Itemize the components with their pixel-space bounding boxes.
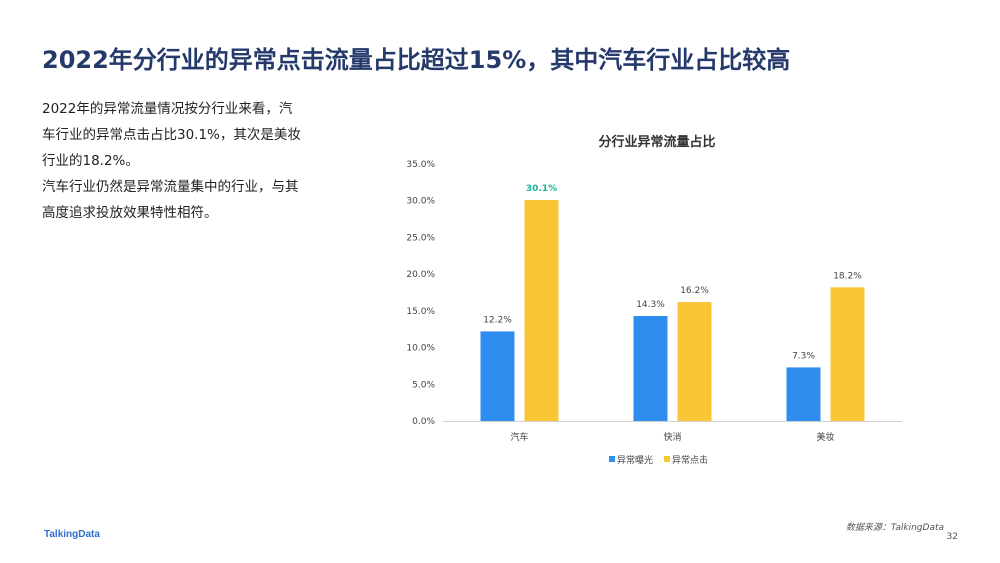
bar-exposure: [480, 331, 515, 421]
y-tick-label: 5.0%: [412, 380, 435, 390]
y-tick-label: 35.0%: [406, 160, 435, 170]
summary-paragraph-1: 2022年的异常流量情况按分行业来看，汽车行业的异常点击占比30.1%，其次是美…: [42, 101, 301, 169]
legend-swatch: [609, 456, 615, 462]
y-tick-label: 10.0%: [406, 344, 435, 354]
y-tick-label: 15.0%: [406, 307, 435, 317]
data-label: 7.3%: [792, 351, 815, 361]
y-tick-label: 0.0%: [412, 417, 435, 427]
bar-exposure: [786, 367, 821, 421]
talkingdata-logo: TalkingData: [44, 529, 100, 540]
bar-click: [524, 199, 559, 421]
legend-swatch: [664, 456, 670, 462]
bar-click: [677, 302, 712, 421]
data-label: 30.1%: [526, 184, 557, 194]
page-title: 2022年分行业的异常点击流量占比超过15%，其中汽车行业占比较高: [42, 46, 791, 74]
bar-exposure: [633, 315, 668, 421]
y-tick-label: 25.0%: [406, 233, 435, 243]
legend-label: 异常点击: [672, 454, 708, 466]
data-label: 14.3%: [636, 300, 665, 310]
y-tick-label: 20.0%: [406, 270, 435, 280]
data-label: 12.2%: [483, 315, 512, 325]
summary-paragraph-2: 汽车行业仍然是异常流量集中的行业，与其高度追求投放效果特性相符。: [42, 179, 299, 221]
x-tick-label: 美妆: [816, 431, 834, 443]
data-label: 18.2%: [833, 271, 862, 281]
data-source: 数据来源：TalkingData: [845, 523, 944, 533]
x-tick-label: 汽车: [510, 431, 528, 443]
legend-label: 异常曝光: [617, 454, 653, 466]
page-number: 32: [946, 532, 958, 542]
y-tick-label: 30.0%: [406, 197, 435, 207]
data-label: 16.2%: [680, 286, 709, 296]
chart-title: 分行业异常流量占比: [598, 134, 715, 150]
bar-click: [830, 287, 865, 421]
x-tick-label: 快消: [663, 431, 681, 443]
